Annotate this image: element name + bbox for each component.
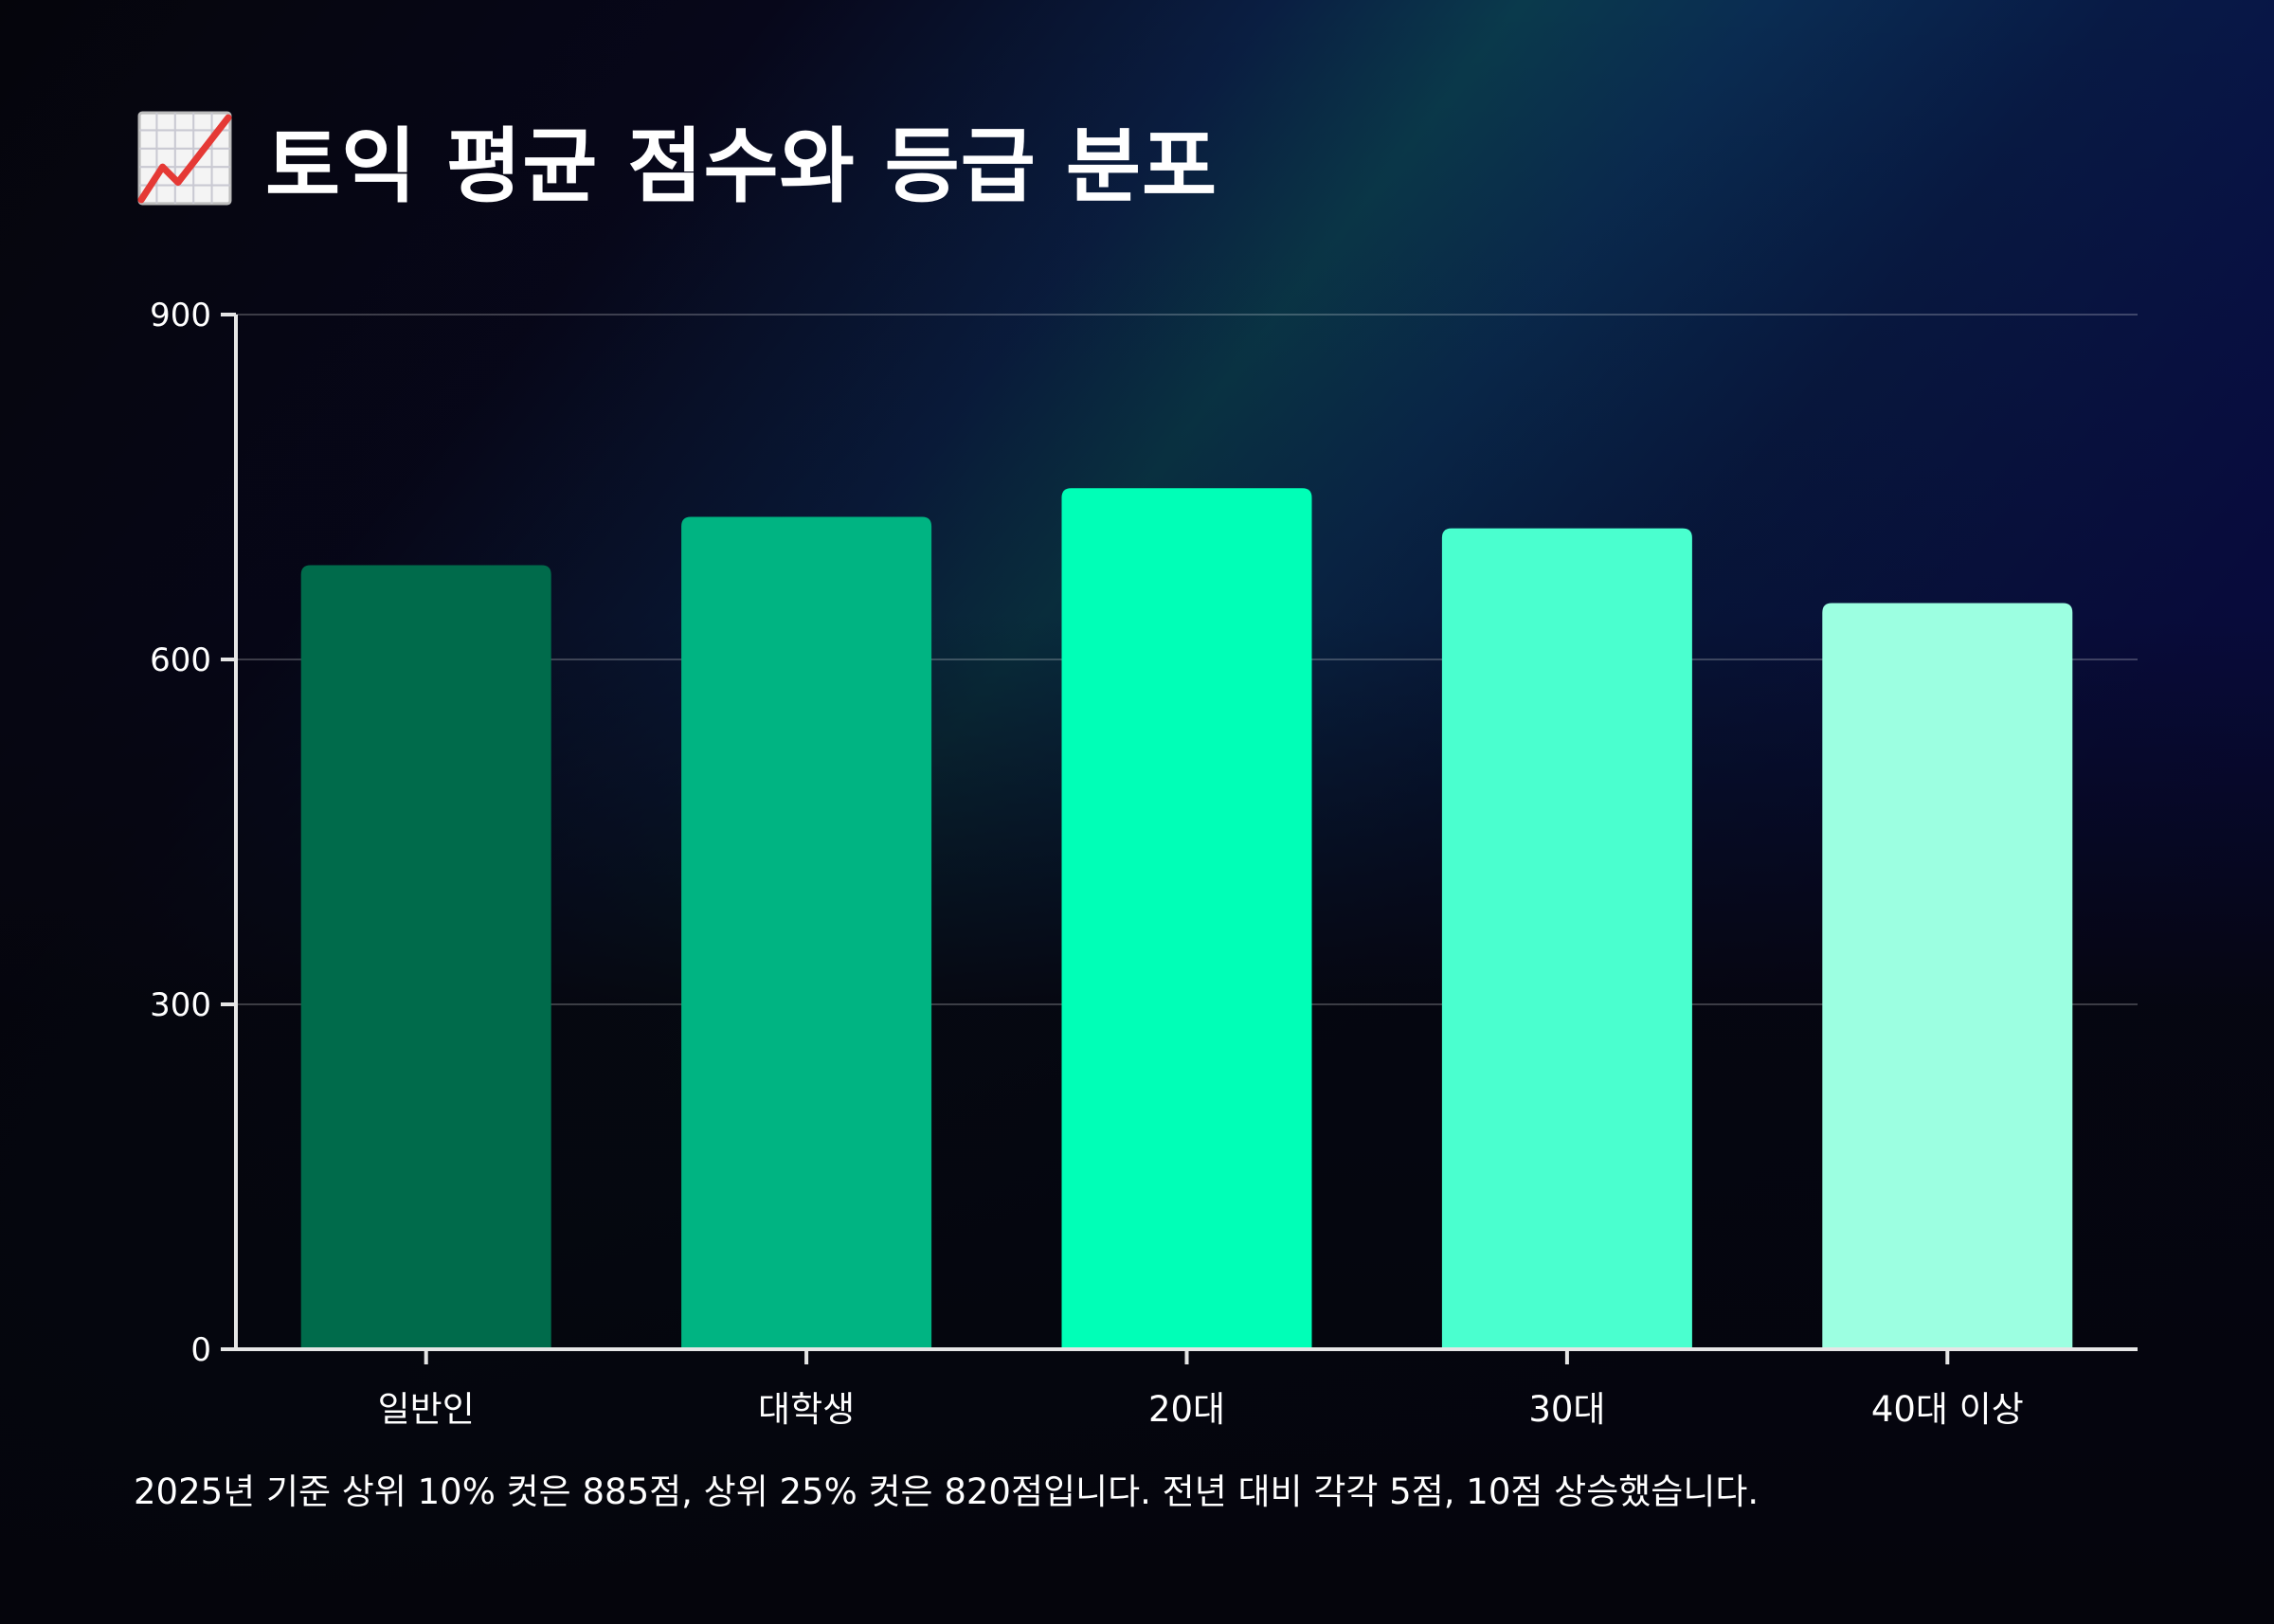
y-tick-label-0: 0 <box>190 1331 211 1369</box>
bar-1 <box>681 516 932 1349</box>
bar-4 <box>1822 603 2073 1349</box>
bar-0 <box>300 565 551 1349</box>
chart-footnote: 2025년 기준 상위 10% 컷은 885점, 상위 25% 컷은 820점입… <box>134 1471 1760 1512</box>
y-tick-label-1: 300 <box>150 986 211 1024</box>
y-tick-label-3: 900 <box>150 297 211 334</box>
x-tick-label-3: 30대 <box>1528 1389 1605 1430</box>
bar-3 <box>1441 528 1692 1349</box>
title-row: 토익 평균 점수와 등급 분포 <box>136 106 1218 214</box>
x-tick-label-1: 대학생 <box>758 1389 855 1430</box>
page-title: 토익 평균 점수와 등급 분포 <box>265 118 1218 214</box>
y-tick-label-2: 600 <box>150 641 211 679</box>
chart-increasing-icon <box>137 111 232 206</box>
bar-2 <box>1061 488 1312 1349</box>
x-tick-label-4: 40대 이상 <box>1871 1389 2024 1430</box>
x-tick-label-0: 일반인 <box>378 1389 475 1430</box>
x-tick-label-2: 20대 <box>1148 1389 1225 1430</box>
